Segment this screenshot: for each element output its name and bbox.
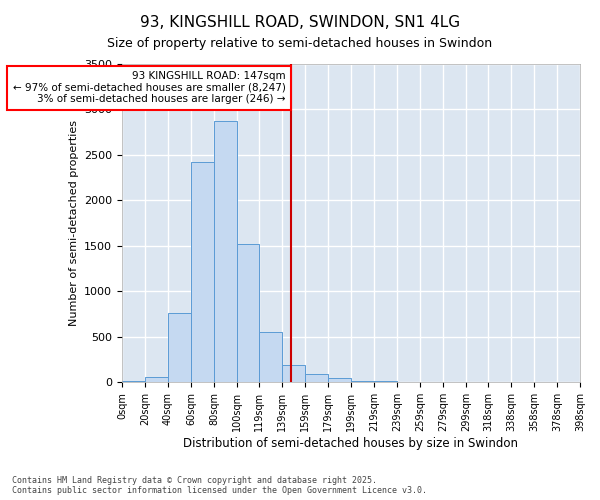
Bar bbox=[237, 244, 259, 382]
Bar bbox=[191, 162, 214, 382]
Text: 93 KINGSHILL ROAD: 147sqm
← 97% of semi-detached houses are smaller (8,247)
3% o: 93 KINGSHILL ROAD: 147sqm ← 97% of semi-… bbox=[13, 72, 286, 104]
X-axis label: Distribution of semi-detached houses by size in Swindon: Distribution of semi-detached houses by … bbox=[184, 437, 518, 450]
Bar bbox=[259, 332, 282, 382]
Bar bbox=[328, 378, 351, 382]
Y-axis label: Number of semi-detached properties: Number of semi-detached properties bbox=[68, 120, 79, 326]
Text: Size of property relative to semi-detached houses in Swindon: Size of property relative to semi-detach… bbox=[107, 38, 493, 51]
Bar bbox=[168, 313, 191, 382]
Bar bbox=[282, 365, 305, 382]
Bar bbox=[145, 378, 168, 382]
Text: 93, KINGSHILL ROAD, SWINDON, SN1 4LG: 93, KINGSHILL ROAD, SWINDON, SN1 4LG bbox=[140, 15, 460, 30]
Text: Contains HM Land Registry data © Crown copyright and database right 2025.
Contai: Contains HM Land Registry data © Crown c… bbox=[12, 476, 427, 495]
Bar bbox=[214, 122, 237, 382]
Bar bbox=[351, 380, 374, 382]
Bar bbox=[305, 374, 328, 382]
